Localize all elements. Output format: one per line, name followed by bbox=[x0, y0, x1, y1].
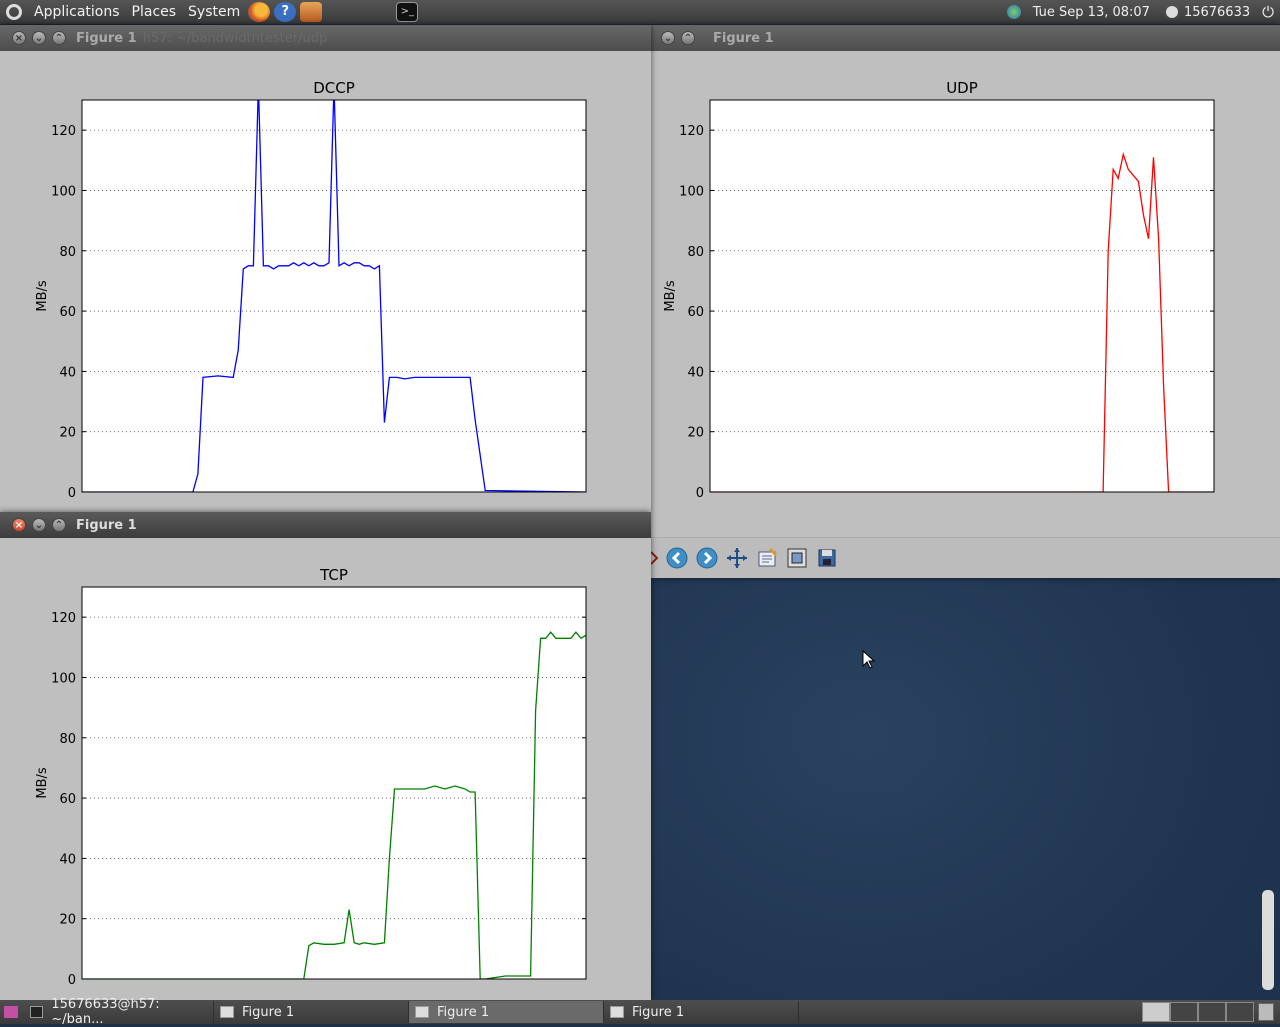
taskbar-item-label: Figure 1 bbox=[632, 1004, 685, 1020]
user-name[interactable]: 15676633 bbox=[1183, 4, 1251, 20]
help-launcher-icon[interactable]: ? bbox=[274, 2, 297, 22]
chart-title: TCP bbox=[319, 566, 348, 584]
window-icon bbox=[610, 1006, 624, 1018]
minimize-icon[interactable]: ⌄ bbox=[32, 518, 46, 532]
power-icon[interactable]: ⏻ bbox=[1262, 3, 1274, 21]
taskbar-item-label: Figure 1 bbox=[437, 1004, 490, 1020]
maximize-icon[interactable]: ⌃ bbox=[52, 518, 66, 532]
window-title: Figure 1 bbox=[76, 517, 137, 533]
forward-icon[interactable] bbox=[695, 546, 719, 570]
terminal-launcher-icon[interactable]: >_ bbox=[396, 2, 419, 22]
home-folder-launcher-icon[interactable] bbox=[300, 2, 323, 22]
y-tick-label: 100 bbox=[51, 671, 76, 686]
udp-window-titlebar[interactable]: ⌄ ⌃ Figure 1 bbox=[651, 25, 1280, 51]
udp-chart: 0 20 40 60 80 100 120 UDP MB/s bbox=[663, 79, 1215, 501]
firefox-launcher-icon[interactable] bbox=[248, 2, 271, 22]
y-axis-label: MB/s bbox=[35, 280, 50, 312]
y-tick-label: 20 bbox=[59, 426, 76, 441]
y-tick-label: 120 bbox=[679, 124, 704, 139]
trash-icon[interactable] bbox=[1258, 1003, 1274, 1021]
plot-frame bbox=[709, 99, 1215, 493]
terminal-icon bbox=[30, 1006, 44, 1018]
y-tick-label: 80 bbox=[59, 732, 76, 747]
taskbar-item-label: 15676633@h57: ~/ban... bbox=[51, 997, 160, 1027]
udp-figure-window: ⌄ ⌃ Figure 1 0 20 40 60 80 100 120 UDP MB/s bbox=[651, 25, 1280, 578]
mouse-cursor-icon bbox=[862, 650, 876, 669]
chart-title: UDP bbox=[946, 79, 978, 97]
tcp-chart: 0 20 40 60 80 100 120 TCP MB/s bbox=[35, 566, 587, 988]
tcp-window-titlebar[interactable]: × ⌄ ⌃ Figure 1 bbox=[0, 512, 651, 538]
plot-area bbox=[710, 100, 1214, 492]
home-icon[interactable] bbox=[651, 546, 659, 570]
navigation-toolbar bbox=[651, 537, 1280, 578]
maximize-icon[interactable]: ⌃ bbox=[52, 31, 66, 45]
configure-subplots-icon[interactable] bbox=[785, 546, 809, 570]
y-tick-label: 40 bbox=[59, 852, 76, 867]
clock[interactable]: Tue Sep 13, 08:07 bbox=[1032, 4, 1150, 20]
plot-area bbox=[82, 587, 586, 979]
y-tick-label: 100 bbox=[51, 184, 76, 199]
close-icon[interactable]: × bbox=[12, 31, 26, 45]
window-title: Figure 1 bbox=[713, 30, 774, 46]
y-tick-label: 0 bbox=[68, 486, 76, 501]
y-tick-label: 80 bbox=[687, 245, 704, 260]
y-tick-label: 60 bbox=[59, 305, 76, 320]
minimize-icon[interactable]: ⌄ bbox=[661, 31, 675, 45]
ubuntu-logo-icon[interactable] bbox=[6, 4, 22, 20]
chart-title: DCCP bbox=[313, 79, 355, 97]
taskbar-item-label: Figure 1 bbox=[242, 1004, 295, 1020]
y-axis-label: MB/s bbox=[35, 767, 50, 799]
window-icon bbox=[415, 1006, 429, 1018]
ghost-window-title: h57: ~/bandwidthtester/udp bbox=[142, 30, 328, 46]
applications-menu[interactable]: Applications bbox=[34, 4, 120, 20]
workspace-switcher[interactable] bbox=[1142, 1002, 1254, 1022]
plot-frame bbox=[81, 99, 587, 493]
top-panel: Applications Places System ? >_ Tue Sep … bbox=[0, 0, 1280, 24]
window-icon bbox=[220, 1006, 234, 1018]
zoom-to-rect-icon[interactable] bbox=[755, 546, 779, 570]
maximize-icon[interactable]: ⌃ bbox=[681, 31, 695, 45]
places-menu[interactable]: Places bbox=[131, 4, 177, 20]
taskbar-item-terminal[interactable]: 15676633@h57: ~/ban... bbox=[24, 997, 214, 1027]
save-figure-icon[interactable] bbox=[815, 546, 839, 570]
plot-frame bbox=[81, 586, 587, 980]
window-title: Figure 1 bbox=[76, 30, 137, 46]
minimize-icon[interactable]: ⌄ bbox=[32, 31, 46, 45]
y-tick-label: 0 bbox=[68, 973, 76, 988]
y-tick-label: 80 bbox=[59, 245, 76, 260]
y-axis-label: MB/s bbox=[663, 280, 678, 312]
desktop-scrollbar[interactable] bbox=[1262, 890, 1274, 990]
taskbar-item-figure[interactable]: Figure 1 bbox=[604, 1001, 799, 1023]
tcp-figure-window: × ⌄ ⌃ Figure 1 0 20 40 60 80 100 120 TCP MB/s bbox=[0, 512, 651, 1000]
data-line-dccp bbox=[82, 100, 586, 492]
show-desktop-icon[interactable] bbox=[4, 1006, 18, 1018]
system-menu[interactable]: System bbox=[188, 4, 241, 20]
y-tick-label: 20 bbox=[687, 426, 704, 441]
close-icon[interactable]: × bbox=[12, 518, 26, 532]
y-tick-label: 120 bbox=[51, 611, 76, 626]
data-line-tcp bbox=[82, 631, 586, 979]
taskbar-item-figure[interactable]: Figure 1 bbox=[409, 1001, 604, 1023]
dccp-chart: 0 20 40 60 80 100 120 DCCP MB/s bbox=[35, 79, 587, 501]
y-tick-label: 40 bbox=[59, 365, 76, 380]
y-tick-label: 60 bbox=[687, 305, 704, 320]
dccp-figure-window: × ⌄ ⌃ Figure 1 h57: ~/bandwidthtester/ud… bbox=[0, 25, 651, 512]
y-tick-label: 40 bbox=[687, 365, 704, 380]
globe-icon[interactable] bbox=[1006, 5, 1021, 19]
pan-icon[interactable] bbox=[725, 546, 749, 570]
user-status-icon[interactable] bbox=[1165, 6, 1178, 18]
y-tick-label: 20 bbox=[59, 913, 76, 928]
data-line-udp bbox=[710, 151, 1214, 492]
y-tick-label: 0 bbox=[696, 486, 704, 501]
y-tick-label: 120 bbox=[51, 124, 76, 139]
taskbar-item-figure[interactable]: Figure 1 bbox=[214, 1001, 409, 1023]
y-tick-label: 100 bbox=[679, 184, 704, 199]
y-tick-label: 60 bbox=[59, 792, 76, 807]
dccp-window-titlebar[interactable]: × ⌄ ⌃ Figure 1 h57: ~/bandwidthtester/ud… bbox=[0, 25, 651, 51]
back-icon[interactable] bbox=[665, 546, 689, 570]
bottom-panel: 15676633@h57: ~/ban... Figure 1 Figure 1… bbox=[0, 997, 1280, 1027]
plot-area bbox=[82, 100, 586, 492]
